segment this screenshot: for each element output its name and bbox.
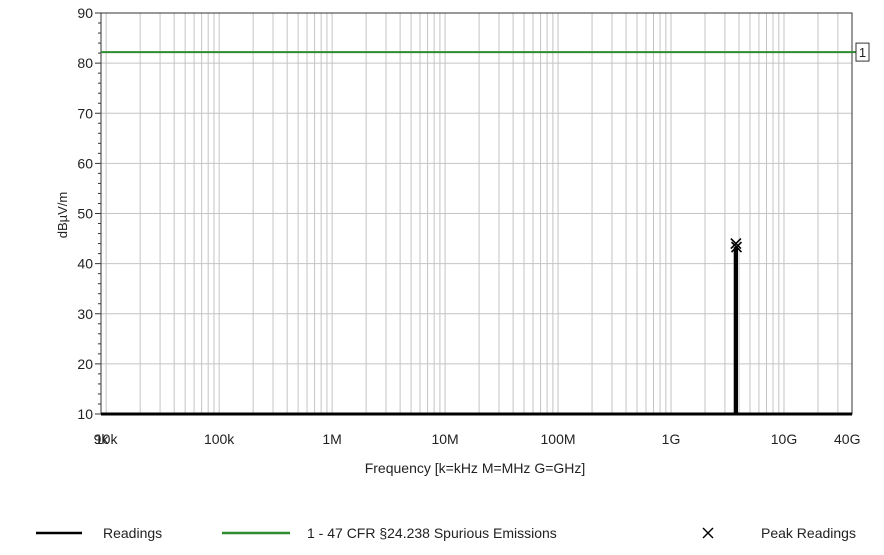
marker-stroke — [730, 238, 742, 250]
limit-marker-box — [855, 42, 870, 62]
peak-reading-marker — [730, 241, 743, 253]
x-tick-label: 100k — [204, 431, 235, 447]
legend-label: Peak Readings — [761, 525, 856, 541]
y-tick-label: 50 — [77, 206, 93, 222]
legend-item: 1 - 47 CFR §24.238 Spurious Emissions — [222, 525, 557, 541]
y-tick-label: 40 — [77, 256, 93, 272]
x-tick-label: 1M — [322, 431, 341, 447]
y-tick-label: 10 — [77, 406, 93, 422]
y-tick-label: 30 — [77, 306, 93, 322]
x-tick-label: 10M — [431, 431, 458, 447]
x-tick-label: 9k — [94, 431, 110, 447]
axis-labels: Frequency [k=kHz M=MHz G=GHz] dBµV/m 10 2… — [55, 5, 860, 476]
x-axis-label: Frequency [k=kHz M=MHz G=GHz] — [365, 460, 586, 476]
x-tick-label: 100M — [541, 431, 576, 447]
legend-swatch — [702, 527, 714, 539]
peak-reading-marker — [730, 238, 742, 250]
legend-label: Readings — [103, 525, 162, 541]
y-tick-label: 80 — [77, 55, 93, 71]
marker-stroke — [730, 241, 743, 253]
x-tick-label: 1G — [662, 431, 681, 447]
y-tick-label: 90 — [77, 5, 93, 21]
y-tick-label: 20 — [77, 356, 93, 372]
legend-item: Peak Readings — [702, 525, 856, 541]
x-tick-label: 10G — [771, 431, 797, 447]
data-series: 1 — [101, 42, 870, 416]
y-axis-label: dBµV/m — [55, 192, 70, 239]
legend: Readings 1 - 47 CFR §24.238 Spurious Emis… — [36, 525, 856, 541]
legend-label: 1 - 47 CFR §24.238 Spurious Emissions — [307, 525, 557, 541]
legend-item: Readings — [36, 525, 162, 541]
limit-marker-label: 1 — [859, 45, 866, 60]
x-tick-label: 40G — [834, 431, 860, 447]
y-tick-label: 70 — [77, 105, 93, 121]
y-tick-label: 60 — [77, 155, 93, 171]
x-tick-label: 10k — [95, 431, 119, 447]
